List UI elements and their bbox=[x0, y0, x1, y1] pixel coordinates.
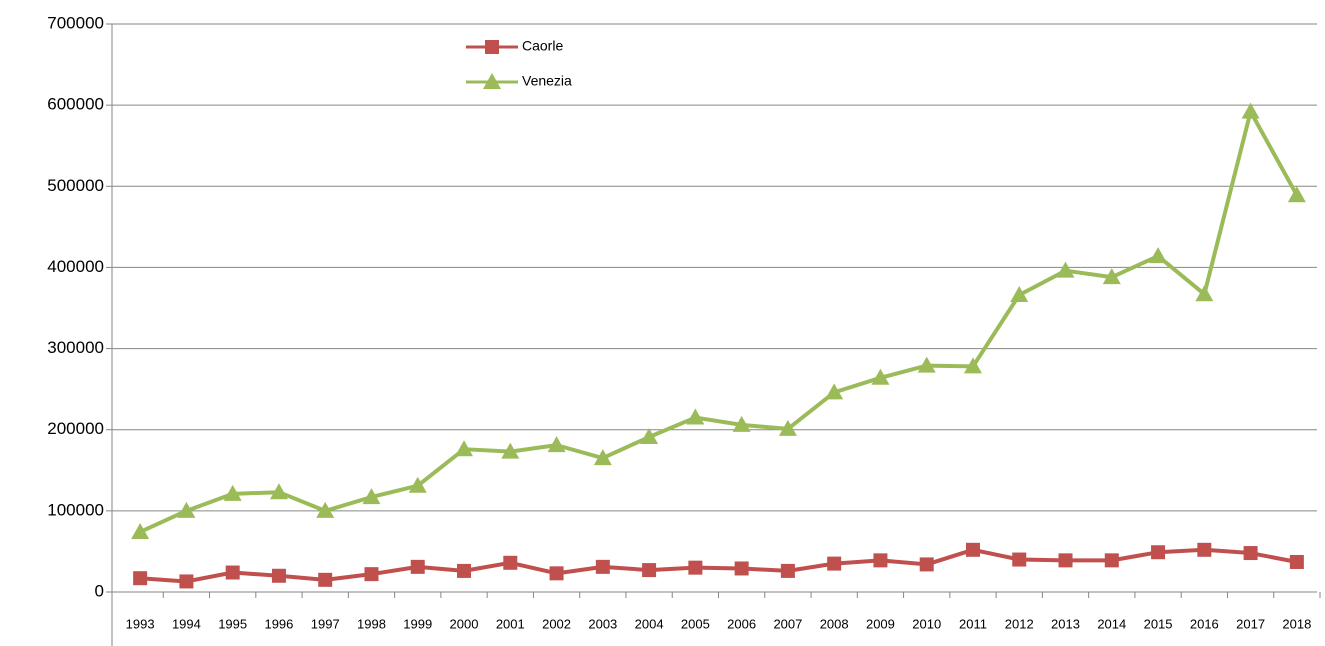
marker bbox=[1197, 542, 1212, 557]
marker bbox=[177, 501, 196, 518]
marker bbox=[827, 556, 842, 571]
x-tick-label: 2018 bbox=[1282, 616, 1311, 631]
marker bbox=[734, 561, 749, 576]
x-tick-label: 1996 bbox=[264, 616, 293, 631]
x-tick-label: 2002 bbox=[542, 616, 571, 631]
x-tick-label: 1994 bbox=[172, 616, 201, 631]
x-tick-label: 2001 bbox=[496, 616, 525, 631]
marker bbox=[688, 560, 703, 575]
marker bbox=[1104, 553, 1119, 568]
y-tick-label: 700000 bbox=[47, 13, 104, 32]
marker bbox=[1102, 268, 1121, 285]
marker bbox=[269, 483, 288, 500]
x-tick-label: 2016 bbox=[1190, 616, 1219, 631]
marker bbox=[1241, 102, 1260, 119]
marker bbox=[778, 419, 797, 436]
marker bbox=[593, 449, 612, 466]
marker bbox=[549, 566, 564, 581]
marker bbox=[686, 408, 705, 425]
marker bbox=[225, 565, 240, 580]
marker bbox=[223, 484, 242, 501]
marker bbox=[364, 567, 379, 582]
x-tick-label: 2010 bbox=[912, 616, 941, 631]
y-tick-label: 300000 bbox=[47, 338, 104, 357]
x-tick-label: 2011 bbox=[959, 616, 987, 631]
marker bbox=[963, 357, 982, 374]
marker bbox=[919, 557, 934, 572]
series-line bbox=[139, 109, 1299, 534]
marker bbox=[457, 563, 472, 578]
marker bbox=[1149, 247, 1168, 264]
x-tick-label: 2014 bbox=[1097, 616, 1126, 631]
marker bbox=[408, 476, 427, 493]
marker bbox=[410, 559, 425, 574]
marker bbox=[965, 542, 980, 557]
x-tick-label: 2017 bbox=[1236, 616, 1265, 631]
x-tick-label: 1999 bbox=[403, 616, 432, 631]
x-tick-label: 2012 bbox=[1005, 616, 1034, 631]
x-tick-label: 1993 bbox=[126, 616, 155, 631]
x-tick-label: 2009 bbox=[866, 616, 895, 631]
marker bbox=[917, 356, 936, 373]
x-tick-label: 1995 bbox=[218, 616, 247, 631]
marker bbox=[1243, 546, 1258, 561]
marker bbox=[1058, 553, 1073, 568]
marker bbox=[455, 440, 474, 457]
marker bbox=[871, 368, 890, 385]
marker bbox=[873, 553, 888, 568]
marker bbox=[732, 415, 751, 432]
marker bbox=[1010, 286, 1029, 303]
series-line bbox=[139, 547, 1298, 584]
marker bbox=[1012, 552, 1027, 567]
y-tick-label: 600000 bbox=[47, 95, 104, 114]
marker bbox=[271, 568, 286, 583]
x-tick-label: 1998 bbox=[357, 616, 386, 631]
marker bbox=[179, 574, 194, 589]
marker bbox=[503, 555, 518, 570]
marker bbox=[316, 501, 335, 518]
y-tick-label: 500000 bbox=[47, 176, 104, 195]
marker bbox=[131, 522, 150, 539]
x-tick-label: 2006 bbox=[727, 616, 756, 631]
marker bbox=[501, 442, 520, 459]
marker bbox=[1289, 554, 1304, 569]
marker bbox=[640, 428, 659, 445]
marker bbox=[1287, 186, 1306, 203]
legend-label: Venezia bbox=[522, 73, 572, 89]
marker bbox=[1195, 285, 1214, 302]
y-tick-label: 200000 bbox=[47, 419, 104, 438]
marker bbox=[1056, 261, 1075, 278]
marker bbox=[133, 571, 148, 586]
x-tick-label: 2003 bbox=[588, 616, 617, 631]
legend-marker bbox=[485, 40, 499, 54]
x-tick-label: 2007 bbox=[773, 616, 802, 631]
y-tick-label: 100000 bbox=[47, 500, 104, 519]
marker bbox=[547, 436, 566, 453]
y-tick-label: 0 bbox=[95, 581, 104, 600]
marker bbox=[1151, 545, 1166, 560]
x-tick-label: 2013 bbox=[1051, 616, 1080, 631]
marker bbox=[642, 563, 657, 578]
x-tick-label: 1997 bbox=[311, 616, 340, 631]
x-tick-label: 2004 bbox=[635, 616, 664, 631]
marker bbox=[318, 572, 333, 587]
marker bbox=[780, 563, 795, 578]
marker bbox=[595, 559, 610, 574]
x-tick-label: 2000 bbox=[450, 616, 479, 631]
legend-marker bbox=[483, 73, 501, 89]
x-tick-label: 2008 bbox=[820, 616, 849, 631]
y-tick-label: 400000 bbox=[47, 257, 104, 276]
marker bbox=[825, 383, 844, 400]
legend-label: Caorle bbox=[522, 38, 563, 54]
x-tick-label: 2005 bbox=[681, 616, 710, 631]
x-tick-label: 2015 bbox=[1144, 616, 1173, 631]
marker bbox=[362, 488, 381, 505]
